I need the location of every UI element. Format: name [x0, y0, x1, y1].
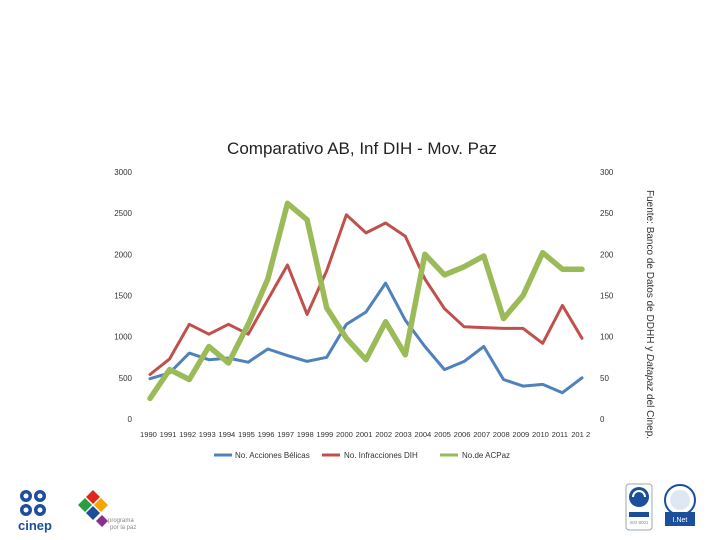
left-axis-ticks: 0 500 1000 1500 2000 2500 3000	[114, 168, 132, 424]
chart-title: Comparativo AB, Inf DIH - Mov. Paz	[227, 139, 497, 158]
x-axis-tick-label: 2007	[473, 430, 490, 439]
x-axis-ticks: 1990 1991 1992 1993 1994 1995 1996 1997 1998 1999…	[140, 430, 590, 439]
legend-label-acpaz: No.de ACPaz	[462, 451, 510, 460]
x-axis-tick-label: 2008	[493, 430, 510, 439]
x-axis-tick-label: 1992	[179, 430, 196, 439]
programa-logo-label-1: programa	[108, 518, 134, 524]
left-axis-tick-label: 1000	[114, 333, 132, 342]
x-axis-tick-label: 1996	[258, 430, 275, 439]
left-axis-tick-label: 500	[119, 374, 133, 383]
chart-legend: No. Acciones Bélicas No. Infracciones DI…	[214, 451, 510, 460]
x-axis-tick-label: 2001	[356, 430, 373, 439]
programa-logo-label-2: por la paz	[110, 525, 136, 531]
legend-label-infracciones-dih: No. Infracciones DIH	[344, 451, 418, 460]
x-axis-tick-label: 2003	[395, 430, 412, 439]
x-axis-tick-label: 1995	[238, 430, 255, 439]
x-axis-tick-label: 2006	[454, 430, 471, 439]
inet-certification-badge: I.Net	[664, 484, 696, 526]
left-axis-tick-label: 2000	[114, 250, 132, 259]
right-axis-tick-label: 100	[600, 333, 614, 342]
right-axis-tick-label: 200	[600, 250, 614, 259]
x-axis-tick-label: 2010	[532, 430, 549, 439]
left-axis-tick-label: 3000	[114, 168, 132, 177]
x-axis-tick-label: 1997	[277, 430, 294, 439]
x-axis-tick-label: 1993	[199, 430, 216, 439]
source-note-tail: del Cinep.	[644, 391, 655, 439]
x-axis-tick-label: 2004	[414, 430, 431, 439]
cinep-logo: cinep	[18, 490, 52, 533]
x-axis-tick-label: 2011	[552, 430, 568, 439]
x-axis-tick-label: 1994	[218, 430, 235, 439]
right-axis-tick-label: 300	[600, 168, 614, 177]
x-axis-tick-label: 1998	[297, 430, 314, 439]
programa-por-la-paz-logo: programa por la paz	[78, 490, 136, 531]
x-axis-tick-label: 1999	[316, 430, 333, 439]
x-axis-tick-label: 2002	[375, 430, 392, 439]
iso-certification-badge: ISO 9001	[625, 483, 653, 531]
iso-badge-label: ISO 9001	[629, 520, 649, 525]
left-axis-tick-label: 1500	[114, 292, 132, 301]
cinep-logo-label: cinep	[18, 518, 52, 533]
x-axis-tick-label: 2009	[512, 430, 529, 439]
right-axis-tick-label: 50	[600, 374, 609, 383]
right-axis-tick-label: 250	[600, 209, 614, 218]
inet-badge-label: I.Net	[673, 517, 688, 524]
right-axis-ticks: 0 50 100 150 200 250 300	[600, 168, 614, 424]
x-axis-tick-label: 1991	[160, 430, 177, 439]
x-axis-tick-label: 2005	[434, 430, 451, 439]
left-axis-tick-label: 0	[128, 415, 133, 424]
right-axis-tick-label: 150	[600, 292, 614, 301]
legend-label-acciones-belicas: No. Acciones Bélicas	[235, 451, 310, 460]
right-axis-tick-label: 0	[600, 415, 605, 424]
source-note-main: Fuente: Banco de Datos de DDHH y	[644, 190, 655, 354]
x-axis-tick-label: 2000	[336, 430, 353, 439]
left-axis-tick-label: 2500	[114, 209, 132, 218]
source-note: Fuente: Banco de Datos de DDHH y Datapaz…	[644, 190, 655, 439]
source-note-italic: Datapaz	[644, 354, 655, 391]
x-axis-tick-label: 201 2	[571, 430, 590, 439]
x-axis-tick-label: 1990	[140, 430, 157, 439]
series-lines	[147, 200, 585, 402]
